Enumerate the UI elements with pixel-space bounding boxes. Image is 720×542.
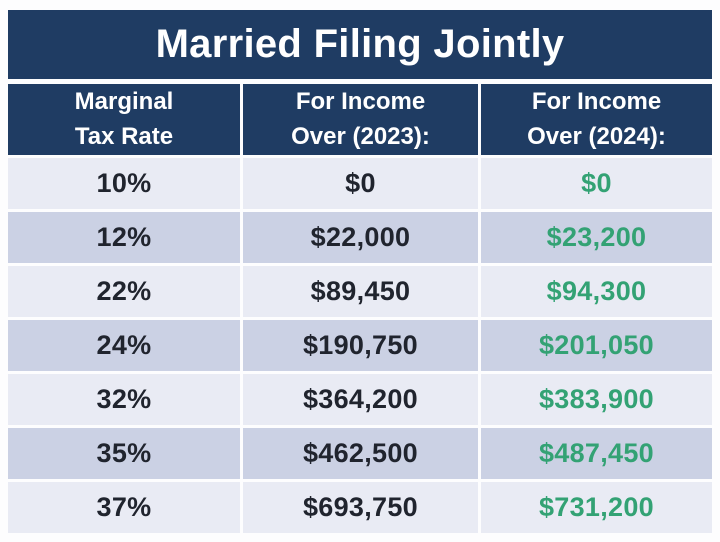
table-title-bar: Married Filing Jointly [8,10,712,79]
cell-income-2023: $22,000 [243,212,478,263]
cell-marginal-tax-rate: 10% [8,158,240,209]
cell-marginal-tax-rate: 32% [8,374,240,425]
cell-income-2023: $89,450 [243,266,478,317]
column-header-income-2024: For Income Over (2024): [481,84,712,155]
table-header-row: Marginal Tax Rate For Income Over (2023)… [8,84,712,155]
column-header-marginal-tax-rate: Marginal Tax Rate [8,84,240,155]
cell-income-2023: $190,750 [243,320,478,371]
page-title: Married Filing Jointly [155,22,565,66]
cell-marginal-tax-rate: 12% [8,212,240,263]
cell-income-2023: $364,200 [243,374,478,425]
cell-income-2024: $731,200 [481,482,712,533]
cell-income-2024: $383,900 [481,374,712,425]
table-row: 12% $22,000 $23,200 [8,212,712,263]
table-row: 37% $693,750 $731,200 [8,482,712,533]
cell-marginal-tax-rate: 35% [8,428,240,479]
cell-income-2024: $94,300 [481,266,712,317]
column-header-income-2023: For Income Over (2023): [243,84,478,155]
table-row: 10% $0 $0 [8,158,712,209]
table-row: 22% $89,450 $94,300 [8,266,712,317]
cell-income-2023: $693,750 [243,482,478,533]
cell-income-2024: $487,450 [481,428,712,479]
cell-income-2024: $0 [481,158,712,209]
cell-income-2023: $462,500 [243,428,478,479]
cell-marginal-tax-rate: 24% [8,320,240,371]
cell-marginal-tax-rate: 22% [8,266,240,317]
cell-income-2024: $201,050 [481,320,712,371]
table-row: 32% $364,200 $383,900 [8,374,712,425]
table-row: 24% $190,750 $201,050 [8,320,712,371]
table-body: 10% $0 $0 12% $22,000 $23,200 22% $89,45… [8,158,712,533]
cell-marginal-tax-rate: 37% [8,482,240,533]
cell-income-2023: $0 [243,158,478,209]
table-row: 35% $462,500 $487,450 [8,428,712,479]
cell-income-2024: $23,200 [481,212,712,263]
